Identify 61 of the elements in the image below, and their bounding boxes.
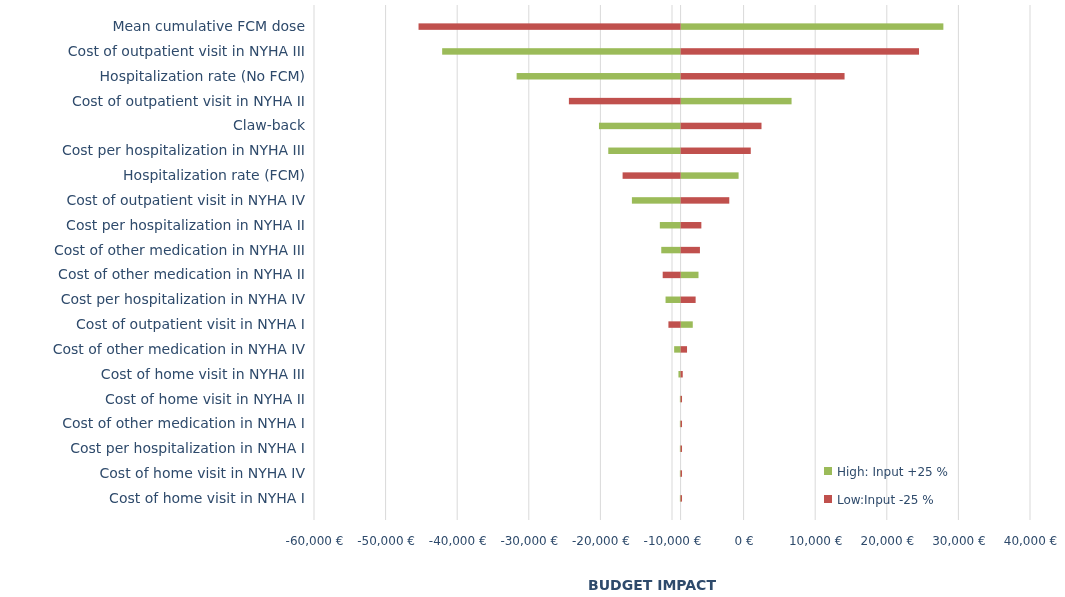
bar [680, 296, 696, 303]
bar [680, 346, 688, 353]
y-tick-label: Cost per hospitalization in NYHA III [61, 142, 305, 159]
y-tick-label: Cost of outpatient visit in NYHA I [76, 316, 305, 333]
y-tick-label: Hospitalization rate (FCM) [123, 167, 305, 184]
y-tick-label: Hospitalization rate (No FCM) [99, 67, 305, 84]
y-tick-label: Cost of other medication in NYHA III [53, 241, 305, 258]
bar [662, 271, 681, 279]
x-tick-label: 40,000 € [1003, 533, 1058, 548]
x-tick-label: 20,000 € [860, 533, 915, 548]
x-tick-label: 0 € [734, 533, 754, 548]
y-tick-label: Cost per hospitalization in NYHA IV [60, 291, 306, 308]
bar [661, 246, 681, 254]
y-tick-label: Mean cumulative FCM dose [112, 18, 305, 35]
y-tick-label: Cost of home visit in NYHA IV [99, 465, 306, 482]
x-tick-label: -40,000 € [428, 533, 487, 548]
y-tick-label: Cost of other medication in NYHA II [58, 266, 305, 283]
y-tick-label: Cost of home visit in NYHA I [109, 489, 305, 506]
x-tick-label: -30,000 € [500, 533, 559, 548]
y-tick-label: Cost of outpatient visit in NYHA II [71, 92, 305, 109]
bar [680, 222, 702, 229]
y-tick-label: Cost of other medication in NYHA IV [52, 340, 306, 357]
y-tick-label: Claw-back [232, 117, 306, 134]
x-tick-label: -60,000 € [285, 533, 344, 548]
legend-label: High: Input +25 % [837, 465, 948, 479]
legend-label: Low:Input -25 % [837, 493, 934, 507]
bar [659, 222, 681, 229]
bar [598, 122, 681, 130]
bar [568, 97, 681, 105]
bar [680, 48, 920, 55]
bar [622, 172, 681, 179]
y-tick-label: Cost per hospitalization in NYHA I [70, 440, 305, 457]
x-tick-label: -20,000 € [572, 533, 630, 548]
bar [418, 23, 681, 30]
bar [680, 73, 845, 80]
bar [680, 23, 944, 30]
bar [680, 246, 700, 254]
bar [680, 197, 730, 204]
bar [680, 172, 739, 179]
bar [665, 296, 681, 303]
y-tick-label: Cost of outpatient visit in NYHA IV [66, 191, 306, 208]
x-tick-label: -50,000 € [357, 533, 415, 548]
y-tick-label: Cost of other medication in NYHA I [62, 415, 305, 432]
bar [680, 321, 693, 328]
y-tick-label: Cost of home visit in NYHA III [100, 365, 305, 382]
x-axis-title: BUDGET IMPACT [588, 577, 717, 593]
bar [680, 97, 792, 105]
bar [442, 48, 681, 55]
bar [631, 197, 681, 204]
y-tick-label: Cost of outpatient visit in NYHA III [67, 42, 305, 59]
bar [674, 346, 681, 353]
y-tick-label: Cost of home visit in NYHA II [104, 390, 305, 407]
y-tick-label: Cost per hospitalization in NYHA II [66, 216, 305, 233]
bar [608, 147, 681, 154]
bar [680, 122, 762, 130]
x-tick-label: 10,000 € [788, 533, 843, 548]
x-tick-label: -10,000 € [643, 533, 702, 548]
bar [516, 73, 681, 80]
bar [668, 321, 681, 328]
bar [680, 147, 751, 154]
x-tick-label: 30,000 € [932, 533, 986, 548]
